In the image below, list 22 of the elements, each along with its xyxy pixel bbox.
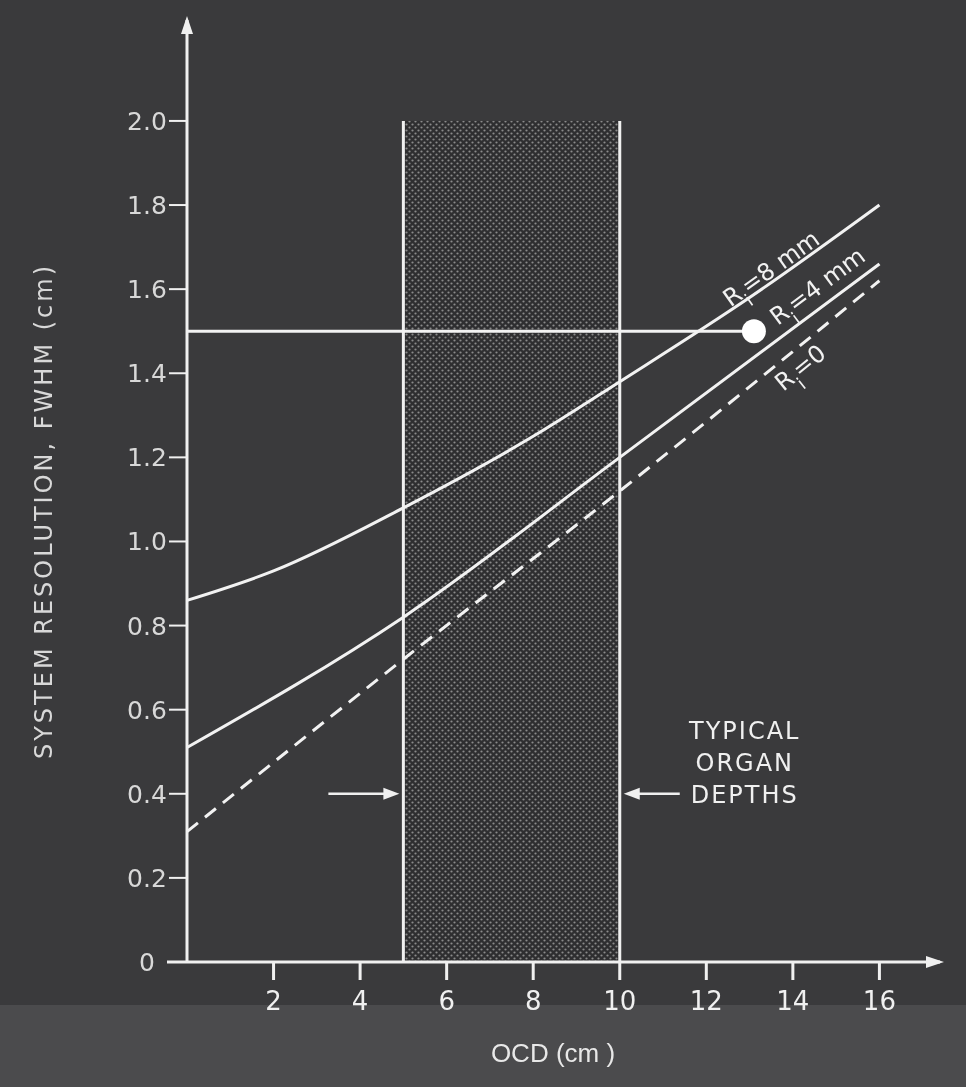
x-tick-label: 10 xyxy=(603,986,637,1016)
x-tick-label: 6 xyxy=(438,986,455,1016)
y-tick-label: 1.4 xyxy=(127,359,167,389)
x-tick-label: 2 xyxy=(265,986,282,1016)
x-tick-label: 12 xyxy=(689,986,723,1016)
x-tick-label: 4 xyxy=(351,986,369,1016)
y-tick-label: 2.0 xyxy=(127,106,167,136)
y-tick-label: 1.6 xyxy=(127,275,167,305)
y-tick-label: 0.6 xyxy=(127,695,167,725)
y-axis-title: SYSTEM RESOLUTION, FWHM (cm) xyxy=(30,262,58,760)
y-tick-label: 1.2 xyxy=(127,443,167,473)
band-label: TYPICAL ORGAN DEPTHS xyxy=(688,716,801,809)
y-tick-label: 1.0 xyxy=(127,527,167,557)
y-tick-label: 0.8 xyxy=(127,611,167,641)
x-tick-label: 14 xyxy=(776,986,810,1016)
x-tick-label: 16 xyxy=(862,986,896,1016)
y-tick-label: 1.8 xyxy=(127,191,167,221)
y-tick-label: 0.2 xyxy=(127,863,167,893)
x-axis-title: OCD (cm ) xyxy=(490,1038,616,1068)
y-tick-label: 0 xyxy=(139,948,155,977)
y-tick-label: 0.4 xyxy=(127,779,167,809)
x-tick-label: 8 xyxy=(524,986,542,1016)
